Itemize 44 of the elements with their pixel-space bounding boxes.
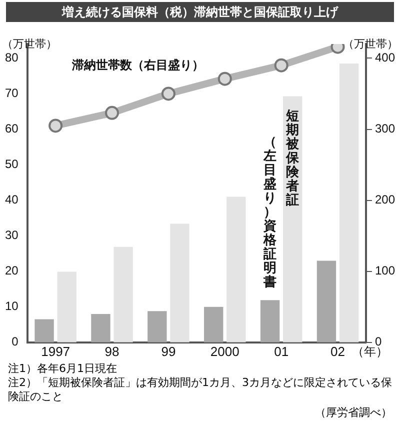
point	[161, 86, 176, 101]
y-tick-label: 80	[4, 50, 19, 65]
x-tick-label: 98	[104, 344, 120, 359]
bar	[57, 272, 76, 342]
y-tick-label: 20	[4, 264, 19, 278]
bar	[339, 64, 359, 342]
text: 注2）「短期被保険者証」は有効期間が1カ月、3カ月などに限定されている保険証のこと	[8, 376, 392, 404]
y-tick-label: 10	[4, 299, 19, 314]
x-tick-label: 99	[161, 344, 176, 359]
y2-tick-label: 200	[374, 192, 396, 207]
bar	[91, 314, 110, 342]
point	[48, 118, 63, 133]
text: 注1）各年6月1日現在	[8, 362, 118, 376]
y-tick-label: 50	[4, 157, 19, 172]
y-tick-label: 30	[4, 228, 19, 242]
bar	[260, 300, 280, 342]
bar	[316, 260, 336, 342]
text: （左目盛り）資格証明書	[264, 135, 277, 290]
bar	[204, 306, 224, 342]
bar	[170, 224, 190, 342]
y-tick-label: 70	[4, 86, 19, 100]
y-tick-label: 0	[12, 334, 19, 349]
chart-title: 増え続ける国保料（税）滞納世帯と国保証取り上げ	[6, 2, 394, 22]
y2-tick-label: 300	[374, 122, 396, 136]
x-tick-label: 02	[330, 344, 345, 359]
bar	[148, 311, 167, 342]
series-label: 滞納世帯数（右目盛り）	[72, 58, 204, 72]
y2-tick-label: 400	[374, 50, 396, 65]
x-tick-label: 01	[274, 344, 289, 359]
bar	[226, 196, 246, 342]
x-tick-label: 1997	[41, 344, 70, 359]
y2-tick-label: 100	[374, 264, 396, 278]
series-label: 短期被保険者証	[286, 109, 300, 208]
y-axis-title: （万世帯）	[2, 38, 57, 51]
point	[105, 106, 120, 120]
point	[218, 72, 232, 86]
point	[274, 58, 288, 72]
y2-axis-title: （万世帯）	[343, 38, 398, 51]
y-tick-label: 40	[4, 192, 19, 207]
x-tick-label: 2000	[210, 344, 240, 359]
y-tick-label: 60	[4, 122, 19, 136]
bar	[114, 246, 133, 342]
bar	[34, 319, 54, 342]
text: （厚労省調べ）	[315, 406, 392, 420]
